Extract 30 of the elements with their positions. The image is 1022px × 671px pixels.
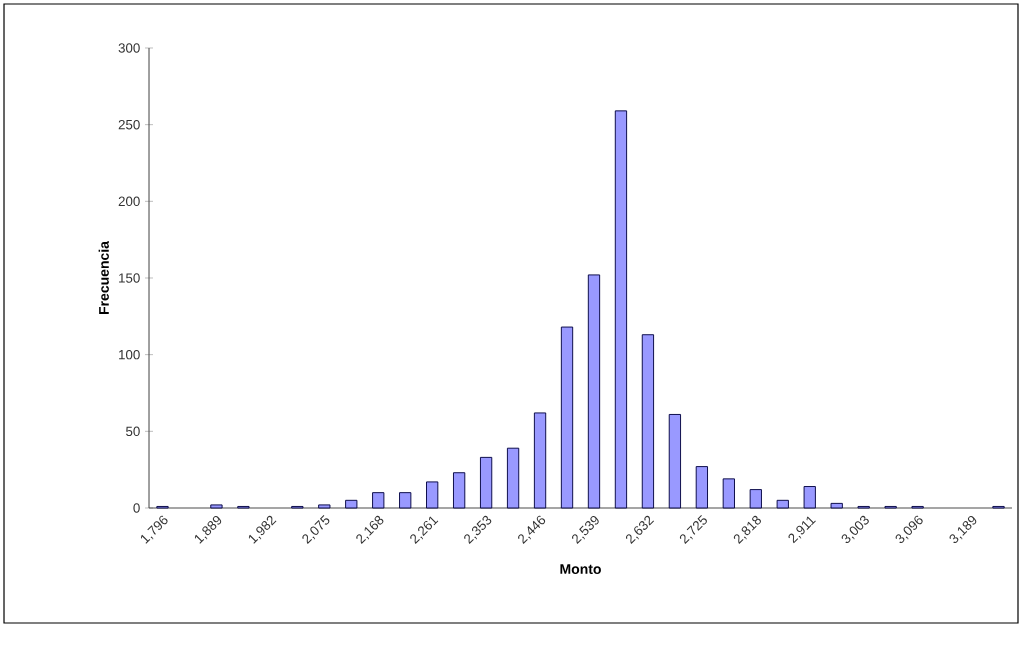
bar xyxy=(399,492,412,509)
bar xyxy=(641,334,655,509)
bar xyxy=(668,413,682,509)
bar xyxy=(776,499,789,509)
bar xyxy=(533,412,547,509)
y-tick-label: 50 xyxy=(126,426,140,437)
bar xyxy=(587,274,601,509)
y-tick-label: 300 xyxy=(118,43,140,53)
bar xyxy=(506,447,520,509)
bar xyxy=(372,492,385,509)
bar xyxy=(722,478,735,509)
y-tick-label: 200 xyxy=(118,196,140,207)
y-axis-title: Frecuencia xyxy=(98,240,109,315)
bar xyxy=(453,472,466,509)
bar xyxy=(695,466,708,509)
bar xyxy=(749,489,762,509)
bar xyxy=(210,504,223,509)
y-tick-label: 250 xyxy=(118,119,140,130)
y-tick-label: 150 xyxy=(119,273,140,283)
bar xyxy=(318,504,331,509)
x-axis-title: Monto xyxy=(560,564,601,575)
bar xyxy=(830,502,843,509)
bar xyxy=(426,481,439,509)
y-tick-label: 100 xyxy=(119,349,140,360)
bar xyxy=(479,456,493,509)
bar xyxy=(560,326,574,509)
bar xyxy=(614,110,628,509)
bar xyxy=(345,499,358,509)
bar xyxy=(803,486,816,509)
y-tick-label: 0 xyxy=(133,503,140,513)
